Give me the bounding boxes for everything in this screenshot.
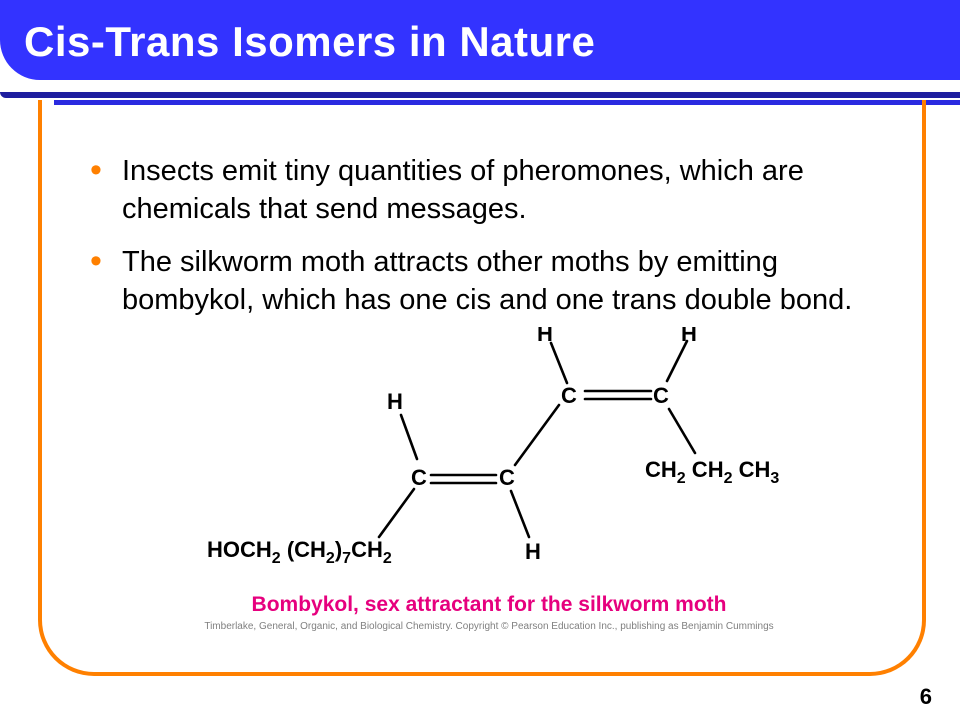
atom-H: H: [681, 327, 697, 346]
atom-C: C: [411, 465, 427, 490]
content-frame: Insects emit tiny quantities of pheromon…: [38, 100, 926, 676]
header-shadow: [0, 92, 960, 98]
diagram-caption: Bombykol, sex attractant for the silkwor…: [252, 593, 727, 617]
diagram-credit: Timberlake, General, Organic, and Biolog…: [204, 621, 773, 632]
slide-title: Cis-Trans Isomers in Nature: [24, 18, 960, 66]
atom-C: C: [499, 465, 515, 490]
bombykol-structure-svg: H C C H H C C H HOCH2 (CH2)7CH2 CH2 CH2 …: [199, 327, 779, 587]
bullet-item-1: Insects emit tiny quantities of pheromon…: [90, 152, 888, 229]
slide-header: Cis-Trans Isomers in Nature: [0, 0, 960, 80]
bullet-list: Insects emit tiny quantities of pheromon…: [90, 152, 888, 319]
page-number: 6: [920, 684, 932, 710]
left-chain-formula: HOCH2 (CH2)7CH2: [207, 537, 392, 567]
bullet-item-2: The silkworm moth attracts other moths b…: [90, 243, 888, 320]
atom-C: C: [653, 383, 669, 408]
atom-C: C: [561, 383, 577, 408]
atom-H: H: [387, 389, 403, 414]
atom-H: H: [525, 539, 541, 564]
right-chain-formula: CH2 CH2 CH3: [645, 457, 779, 487]
atom-H: H: [537, 327, 553, 346]
content-body: Insects emit tiny quantities of pheromon…: [42, 100, 922, 642]
chemical-diagram: H C C H H C C H HOCH2 (CH2)7CH2 CH2 CH2 …: [90, 327, 888, 632]
